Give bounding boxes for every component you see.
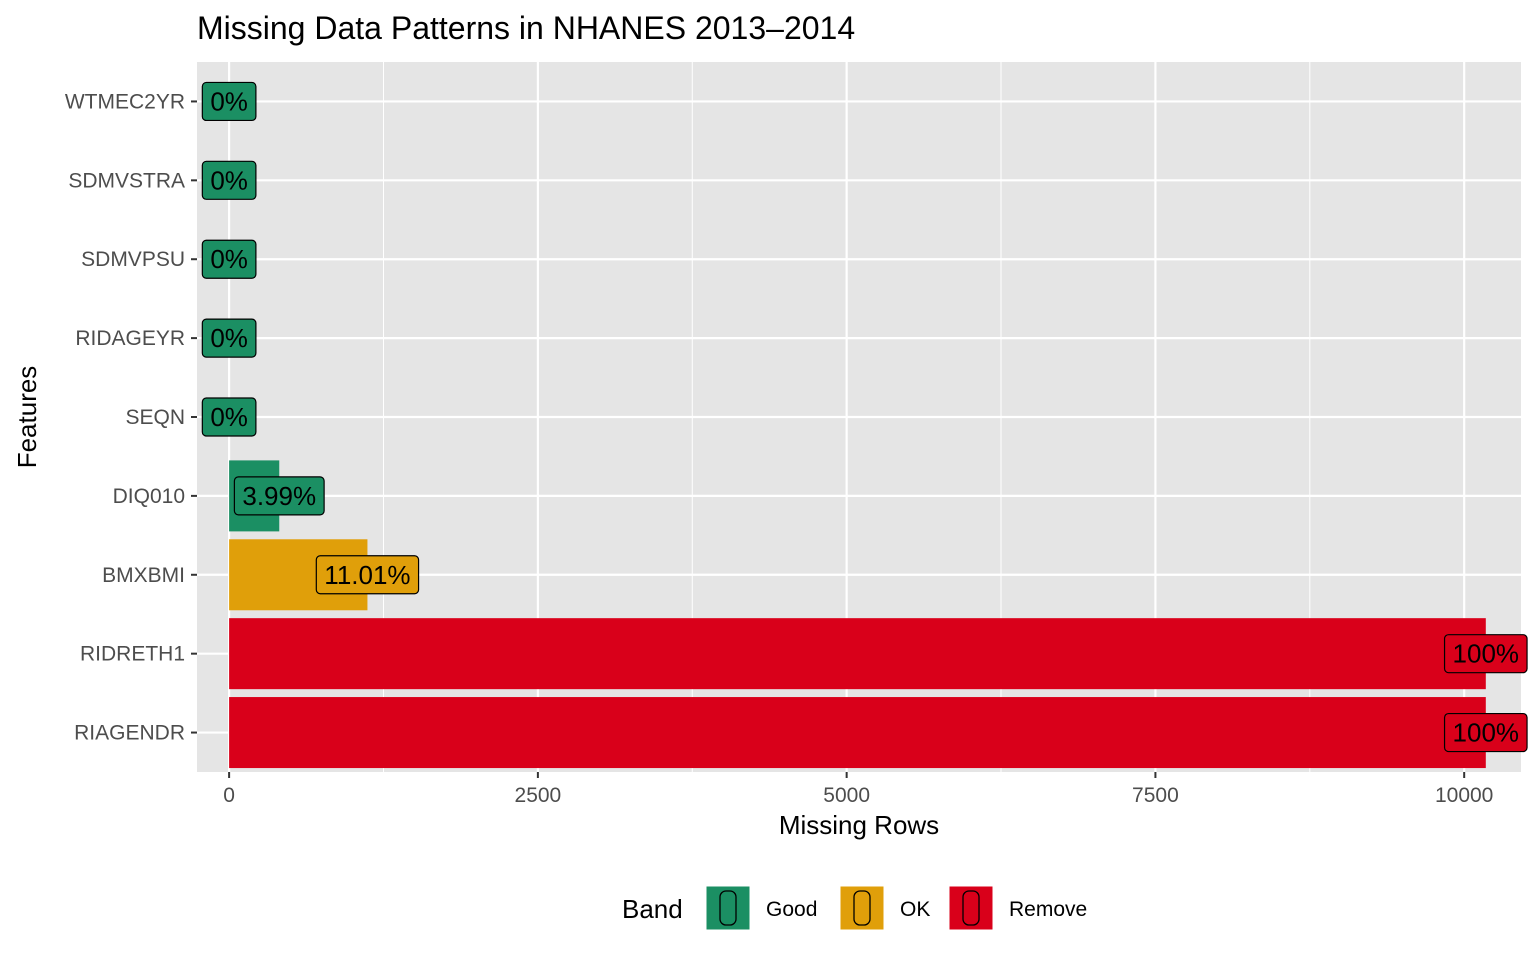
- data-label-text: 0%: [210, 402, 248, 432]
- legend-item-ok: OK: [839, 885, 930, 931]
- data-label-text: 0%: [210, 323, 248, 353]
- bars: [229, 460, 1486, 769]
- data-label-box: [1443, 634, 1528, 674]
- legend-key: [839, 885, 885, 931]
- data-label-box: [315, 555, 420, 595]
- data-label-text: 0%: [210, 86, 248, 116]
- data-label: 100%: [1443, 634, 1528, 674]
- data-label: 0%: [201, 81, 257, 122]
- data-label-box: [201, 160, 257, 200]
- y-tick-label: SDMVPSU: [81, 248, 185, 271]
- y-tick-label: SEQN: [125, 406, 185, 429]
- data-label: 0%: [201, 397, 257, 437]
- legend-label: Good: [766, 898, 817, 921]
- data-label: 0%: [201, 239, 257, 279]
- data-label-text: 3.99%: [242, 481, 316, 511]
- x-tick-label: 0: [223, 784, 235, 807]
- data-label: 0%: [201, 160, 257, 200]
- y-tick-label: BMXBMI: [102, 564, 185, 587]
- y-tick-label: RIDAGEYR: [75, 327, 185, 350]
- y-tick-label: RIDRETH1: [80, 643, 185, 666]
- x-tick-label: 5000: [823, 784, 870, 807]
- data-label-text: 100%: [1453, 718, 1520, 748]
- x-tick-label: 2500: [515, 784, 562, 807]
- bar-ridreth1: [229, 618, 1486, 690]
- data-label-box: [201, 81, 257, 122]
- y-tick-label: DIQ010: [113, 485, 185, 508]
- bar-riagendr: [229, 697, 1486, 769]
- y-axis: WTMEC2YR SDMVSTRA SDMVPSU RIDAGEYR SEQN DIQ01…: [65, 90, 197, 745]
- legend-label: OK: [900, 898, 930, 921]
- y-axis-title: Features: [12, 366, 42, 469]
- data-label-box: [201, 239, 257, 279]
- data-label: 3.99%: [233, 476, 325, 516]
- data-label-box: [233, 476, 325, 516]
- y-tick-label: WTMEC2YR: [65, 90, 185, 113]
- legend-title: Band: [622, 894, 683, 924]
- gridlines: [197, 62, 1521, 772]
- chart-title: Missing Data Patterns in NHANES 2013–201…: [197, 10, 855, 46]
- data-label-box: [1443, 712, 1528, 753]
- data-label-text: 0%: [210, 165, 248, 195]
- data-label-text: 0%: [210, 244, 248, 274]
- legend-key-glyph: [719, 890, 737, 926]
- legend-key-glyph: [853, 890, 871, 926]
- data-label-box: [201, 397, 257, 437]
- legend: Band Good OK Remove: [622, 885, 1087, 931]
- data-label-text: 11.01%: [324, 560, 410, 590]
- legend-label: Remove: [1009, 898, 1087, 921]
- data-label: 0%: [201, 318, 257, 358]
- legend-key-glyph: [962, 890, 980, 926]
- legend-key: [948, 885, 994, 931]
- data-labels: 0% 0% 0% 0% 0% 3.99% 11.01% 100% 100%: [201, 81, 1528, 753]
- legend-item-remove: Remove: [948, 885, 1087, 931]
- x-tick-label: 7500: [1132, 784, 1179, 807]
- x-tick-label: 10000: [1435, 784, 1493, 807]
- legend-key: [705, 885, 751, 931]
- x-axis-title: Missing Rows: [779, 810, 939, 840]
- data-label-text: 100%: [1453, 639, 1520, 669]
- data-label: 11.01%: [315, 555, 420, 595]
- legend-item-good: Good: [705, 885, 817, 931]
- x-axis: 0 2500 5000 7500 10000: [223, 772, 1493, 807]
- y-tick-label: SDMVSTRA: [68, 169, 185, 192]
- data-label: 100%: [1443, 712, 1528, 753]
- y-tick-label: RIAGENDR: [74, 722, 185, 745]
- data-label-box: [201, 318, 257, 358]
